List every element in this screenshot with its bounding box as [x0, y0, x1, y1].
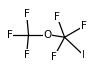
Text: F: F [51, 52, 57, 62]
Text: F: F [81, 21, 87, 31]
Text: F: F [24, 50, 30, 60]
Text: I: I [82, 50, 85, 60]
Text: F: F [24, 9, 30, 19]
Text: F: F [54, 12, 60, 22]
Text: F: F [7, 30, 12, 39]
Text: O: O [43, 30, 52, 39]
